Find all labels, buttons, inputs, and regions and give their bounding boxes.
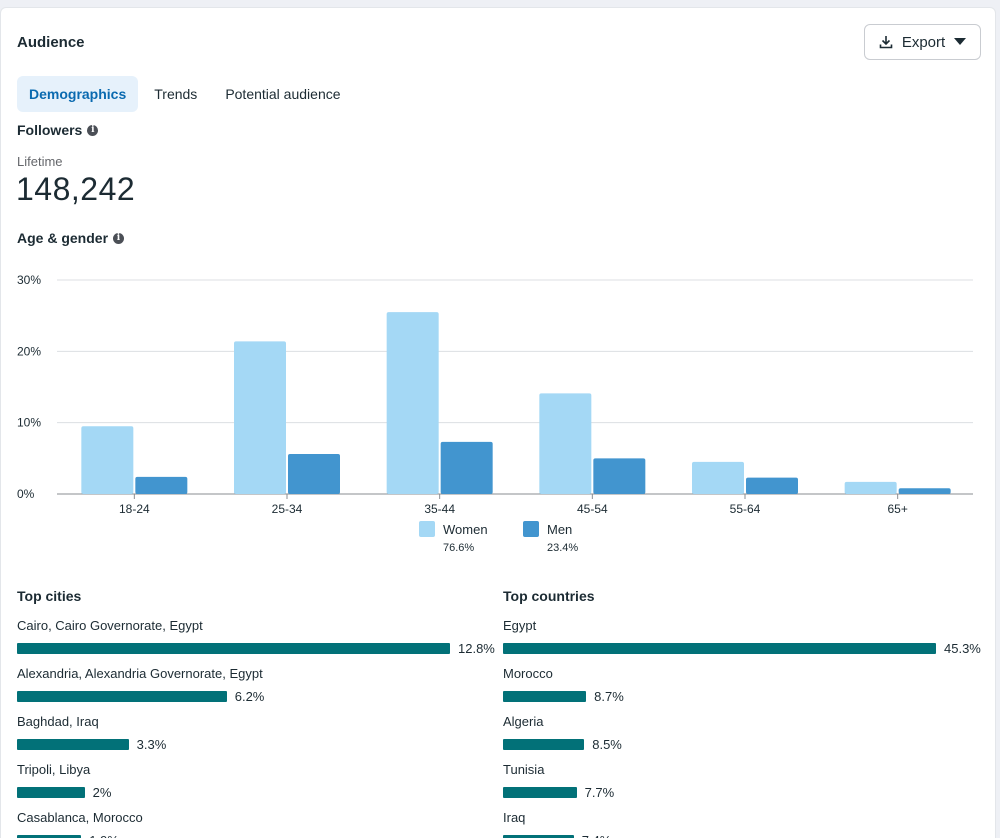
bar-women-35-44 [386, 312, 439, 494]
city-item: Tripoli, Libya 2% [17, 762, 497, 810]
city-item: Alexandria, Alexandria Governorate, Egyp… [17, 666, 497, 714]
bar-men-65+ [898, 488, 951, 494]
city-item: Casablanca, Morocco 1.9% [17, 810, 497, 838]
bar-women-18-24 [81, 426, 134, 494]
city-item-bar [17, 834, 82, 838]
country-item: Iraq 7.4% [503, 810, 983, 838]
country-item: Tunisia 7.7% [503, 762, 983, 810]
top-cities: Top cities Cairo, Cairo Governorate, Egy… [17, 588, 497, 838]
legend-label-women: Women [443, 521, 488, 537]
city-item-pct: 3.3% [136, 736, 167, 752]
y-tick-label: 0% [17, 487, 35, 501]
top-countries: Top countries Egypt 45.3% Morocco 8.7% Alger… [503, 588, 983, 838]
audience-card: Audience Export Demographics Trends Pote… [0, 7, 996, 838]
x-tick-label: 55-64 [730, 502, 761, 516]
export-button[interactable]: Export [864, 24, 981, 60]
city-item-pct: 6.2% [234, 688, 265, 704]
country-item: Egypt 45.3% [503, 618, 983, 666]
country-item-pct: 7.7% [584, 784, 615, 800]
city-item-label: Casablanca, Morocco [17, 810, 143, 825]
country-item-pct: 8.7% [594, 688, 624, 704]
x-tick-label: 45-54 [577, 502, 608, 516]
country-item-pct: 8.5% [592, 736, 622, 752]
followers-title: Followers [17, 122, 83, 138]
country-item-label: Iraq [503, 810, 526, 825]
city-item-label: Tripoli, Libya [17, 762, 91, 777]
country-item-bar [503, 642, 936, 654]
y-tick-label: 10% [17, 416, 41, 430]
legend-men: Men 23.4% [523, 521, 578, 554]
city-item-label: Baghdad, Iraq [17, 714, 99, 729]
export-label: Export [901, 33, 946, 51]
country-item-bar [503, 786, 577, 798]
bar-women-25-34 [234, 341, 286, 494]
x-tick-label: 35-44 [424, 502, 455, 516]
city-item-bar [17, 738, 129, 750]
y-tick-label: 20% [17, 344, 41, 358]
legend-swatch-men [523, 521, 539, 537]
x-tick-label: 18-24 [119, 502, 150, 516]
legend-pct-men: 23.4% [547, 542, 579, 554]
bar-men-35-44 [440, 441, 493, 494]
age-gender-chart: 0% 10% 20% 30% 18-24 25-34 35-44 45-54 55-64 65+ [17, 273, 973, 516]
tab-trends[interactable]: Trends [154, 86, 198, 102]
country-item-label: Egypt [503, 618, 537, 633]
bar-men-18-24 [135, 476, 188, 494]
x-tick-label: 25-34 [272, 502, 303, 516]
tab-bar: Demographics Trends Potential audience [17, 76, 353, 112]
bar-women-45-54 [539, 393, 592, 494]
bar-women-65+ [844, 481, 897, 494]
legend-label-men: Men [547, 521, 573, 537]
city-item-pct: 1.9% [89, 833, 119, 838]
top-cities-title: Top cities [17, 588, 82, 604]
country-item: Morocco 8.7% [503, 666, 983, 714]
y-tick-label: 30% [17, 273, 41, 287]
followers-count: 148,242 [16, 171, 136, 207]
legend-swatch-women [419, 521, 435, 537]
city-item-pct: 12.8% [458, 640, 495, 656]
city-item: Baghdad, Iraq 3.3% [17, 714, 497, 762]
tab-potential-audience[interactable]: Potential audience [225, 86, 341, 102]
country-item-label: Tunisia [503, 762, 545, 777]
city-item-bar [17, 690, 227, 702]
city-item-bar [17, 786, 85, 798]
info-icon[interactable]: i [113, 232, 125, 244]
legend-pct-women: 76.6% [443, 542, 475, 554]
country-item-bar [503, 834, 574, 838]
country-item-label: Algeria [503, 714, 544, 729]
x-tick-label: 65+ [887, 502, 907, 516]
city-item-pct: 2% [92, 784, 112, 800]
city-item-bar [17, 642, 450, 654]
caret-down-icon [954, 38, 967, 45]
city-item: Cairo, Cairo Governorate, Egypt 12.8% [17, 618, 497, 666]
top-countries-title: Top countries [503, 588, 595, 604]
bar-men-55-64 [746, 477, 798, 494]
age-gender-heading: Age & gender i [17, 230, 125, 246]
city-item-label: Cairo, Cairo Governorate, Egypt [17, 618, 203, 633]
bar-men-25-34 [288, 454, 340, 494]
country-item-bar [503, 738, 585, 750]
country-item-pct: 45.3% [944, 640, 981, 656]
bar-women-55-64 [692, 461, 744, 494]
page-title: Audience [17, 34, 85, 51]
download-icon [879, 36, 893, 49]
followers-period: Lifetime [17, 154, 63, 169]
info-icon[interactable]: i [87, 124, 99, 136]
city-item-label: Alexandria, Alexandria Governorate, Egyp… [17, 666, 263, 681]
age-gender-title: Age & gender [17, 230, 109, 246]
country-item-bar [503, 690, 587, 702]
legend-women: Women 76.6% [419, 521, 488, 554]
followers-heading: Followers i [17, 122, 99, 138]
tab-demographics[interactable]: Demographics [17, 76, 139, 112]
bar-men-45-54 [593, 458, 646, 494]
country-item: Algeria 8.5% [503, 714, 983, 762]
country-item-label: Morocco [503, 666, 553, 681]
country-item-pct: 7.4% [582, 833, 612, 838]
